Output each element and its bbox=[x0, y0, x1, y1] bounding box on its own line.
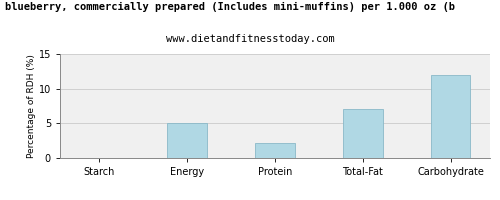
Y-axis label: Percentage of RDH (%): Percentage of RDH (%) bbox=[27, 54, 36, 158]
Bar bbox=[255, 143, 295, 158]
Bar bbox=[343, 109, 382, 158]
Text: www.dietandfitnesstoday.com: www.dietandfitnesstoday.com bbox=[166, 34, 334, 44]
Bar bbox=[168, 123, 207, 158]
Bar bbox=[431, 75, 470, 158]
Text: blueberry, commercially prepared (Includes mini-muffins) per 1.000 oz (b: blueberry, commercially prepared (Includ… bbox=[5, 2, 455, 12]
